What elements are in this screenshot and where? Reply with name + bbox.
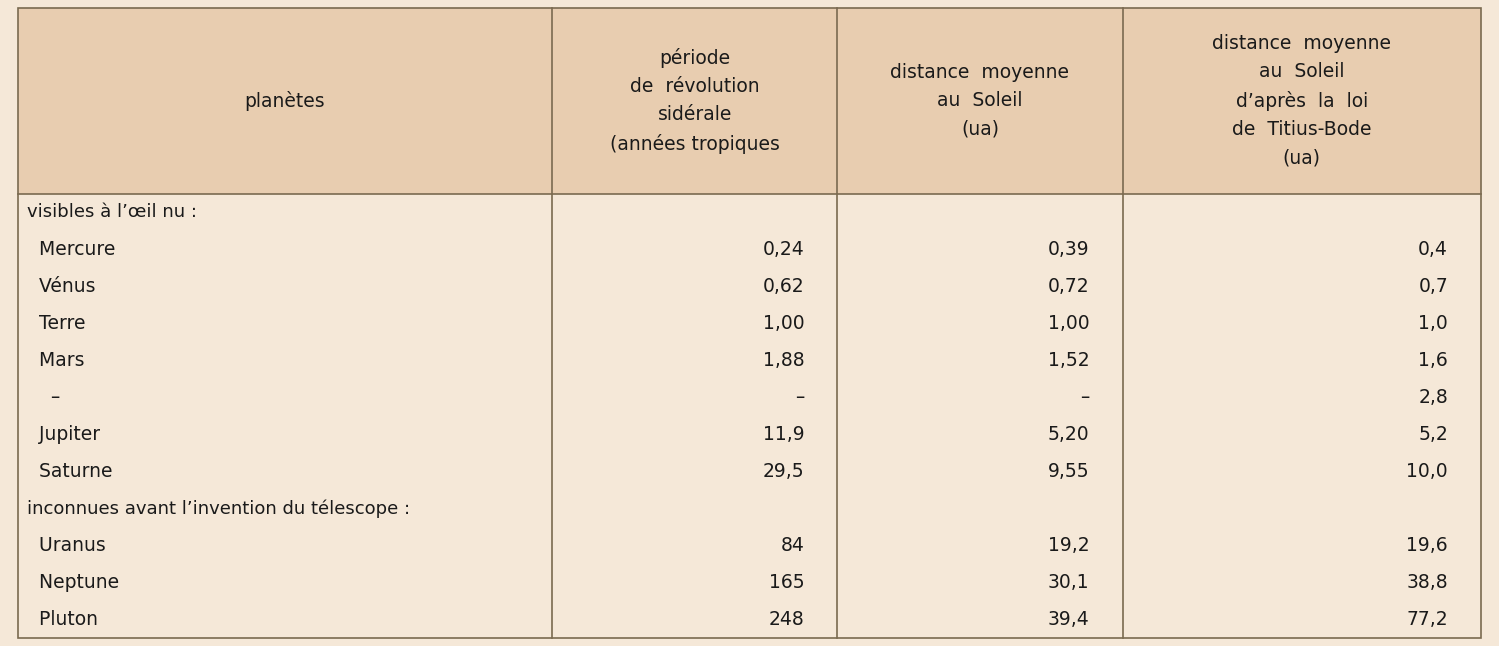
Text: 1,6: 1,6 [1418,351,1448,370]
Text: 165: 165 [769,573,805,592]
Text: 11,9: 11,9 [763,425,805,444]
Text: 248: 248 [769,610,805,629]
Text: 19,6: 19,6 [1406,536,1448,555]
Text: 5,2: 5,2 [1418,425,1448,444]
Text: 1,52: 1,52 [1048,351,1090,370]
Text: 1,00: 1,00 [1048,314,1090,333]
Text: –: – [1081,388,1090,407]
Text: Uranus: Uranus [27,536,106,555]
Text: 0,4: 0,4 [1418,240,1448,259]
Text: Terre: Terre [27,314,85,333]
Text: 77,2: 77,2 [1406,610,1448,629]
Text: Jupiter: Jupiter [27,425,100,444]
Text: 0,24: 0,24 [763,240,805,259]
Text: 2,8: 2,8 [1418,388,1448,407]
Text: 10,0: 10,0 [1406,462,1448,481]
Text: 9,55: 9,55 [1048,462,1090,481]
Text: 0,72: 0,72 [1048,277,1090,296]
Text: Vénus: Vénus [27,277,96,296]
Text: 84: 84 [781,536,805,555]
Text: distance  moyenne
au  Soleil
d’après  la  loi
de  Titius-Bode
(ua): distance moyenne au Soleil d’après la lo… [1213,34,1391,167]
Bar [18,194,1481,638]
Text: Neptune: Neptune [27,573,118,592]
Text: 30,1: 30,1 [1048,573,1090,592]
Text: Pluton: Pluton [27,610,97,629]
Text: 0,62: 0,62 [763,277,805,296]
Text: planètes: planètes [244,90,325,110]
Text: période
de  révolution
sidérale
(années tropiques: période de révolution sidérale (années t… [610,48,779,154]
Text: 5,20: 5,20 [1048,425,1090,444]
Bar [18,8,1481,194]
Text: –: – [794,388,805,407]
Text: visibles à l’œil nu :: visibles à l’œil nu : [27,203,196,222]
Text: 39,4: 39,4 [1048,610,1090,629]
Text: distance  moyenne
au  Soleil
(ua): distance moyenne au Soleil (ua) [890,63,1069,138]
Text: 0,39: 0,39 [1048,240,1090,259]
Text: 1,0: 1,0 [1418,314,1448,333]
Text: 19,2: 19,2 [1048,536,1090,555]
Text: 0,7: 0,7 [1418,277,1448,296]
Text: 29,5: 29,5 [763,462,805,481]
Text: 1,88: 1,88 [763,351,805,370]
Text: 38,8: 38,8 [1406,573,1448,592]
Text: –: – [27,388,60,407]
Text: inconnues avant l’invention du télescope :: inconnues avant l’invention du télescope… [27,499,411,518]
Text: 1,00: 1,00 [763,314,805,333]
Text: Mercure: Mercure [27,240,115,259]
Text: Saturne: Saturne [27,462,112,481]
Text: Mars: Mars [27,351,84,370]
